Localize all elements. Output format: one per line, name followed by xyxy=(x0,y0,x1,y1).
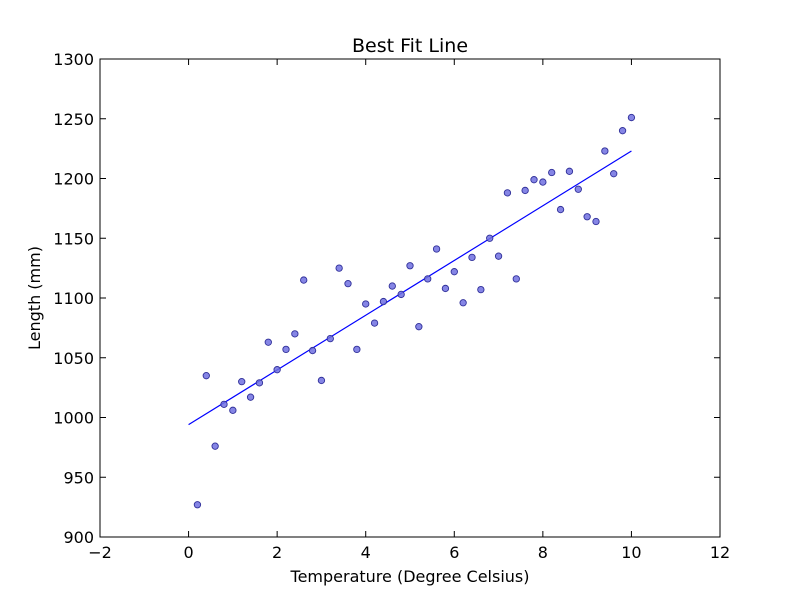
y-tick-label: 900 xyxy=(63,528,94,547)
scatter-point xyxy=(238,377,246,386)
scatter-point xyxy=(335,264,343,272)
scatter-point xyxy=(220,400,228,409)
scatter-point xyxy=(583,213,591,221)
scatter-point xyxy=(468,253,476,262)
scatter-point xyxy=(264,338,272,346)
scatter-point xyxy=(326,334,334,343)
x-tick-label: −2 xyxy=(88,543,112,562)
scatter-point xyxy=(282,345,290,354)
scatter-point xyxy=(362,300,370,308)
x-axis-label: Temperature (Degree Celsius) xyxy=(290,567,530,586)
scatter-point xyxy=(450,268,458,276)
scatter-point xyxy=(353,345,361,354)
best-fit-line-layer xyxy=(188,150,632,426)
scatter-point xyxy=(388,282,396,290)
scatter-point xyxy=(565,167,574,175)
scatter-point xyxy=(273,366,281,374)
y-tick-label: 1000 xyxy=(53,409,94,428)
scatter-point xyxy=(556,205,565,214)
scatter-point xyxy=(415,323,423,331)
scatter-point xyxy=(521,186,529,195)
y-tick-label: 950 xyxy=(63,468,94,487)
scatter-point xyxy=(601,147,609,155)
scatter-point xyxy=(574,185,582,193)
y-tick-label: 1150 xyxy=(53,229,94,248)
scatter-point xyxy=(397,290,405,299)
scatter-point xyxy=(539,178,547,186)
best-fit-line xyxy=(188,150,632,426)
scatter-point xyxy=(202,372,210,380)
x-tick-label: 10 xyxy=(621,543,641,562)
x-tick-label: 6 xyxy=(449,543,459,562)
scatter-point xyxy=(300,276,308,284)
plot-area-frame xyxy=(99,58,721,538)
y-tick-label: 1300 xyxy=(53,50,94,69)
axis-ticks: −2 0 2 4 6 8 10 12 900 950 1000 1050 1100 1150 1200 125… xyxy=(53,50,730,562)
scatter-point xyxy=(503,189,512,197)
scatter-point xyxy=(317,376,326,385)
scatter-point xyxy=(379,297,388,306)
scatter-point xyxy=(424,275,432,283)
x-tick-label: 12 xyxy=(710,543,730,562)
scatter-point xyxy=(211,442,219,450)
scatter-point xyxy=(494,252,503,260)
scatter-point xyxy=(486,234,494,242)
y-axis-label: Length (mm) xyxy=(25,246,44,350)
scatter-point xyxy=(441,284,450,293)
scatter-point xyxy=(291,330,299,338)
x-tick-label: 2 xyxy=(272,543,282,562)
y-tick-label: 1050 xyxy=(53,349,94,368)
scatter-points xyxy=(193,113,636,509)
scatter-point xyxy=(308,346,317,355)
scatter-point xyxy=(530,176,538,184)
x-tick-label: 0 xyxy=(183,543,193,562)
scatter-point xyxy=(592,217,600,226)
scatter-point xyxy=(255,379,264,387)
x-tick-label: 8 xyxy=(538,543,548,562)
scatter-point xyxy=(344,280,352,288)
y-tick-label: 1200 xyxy=(53,170,94,189)
scatter-point xyxy=(477,285,485,294)
scatter-point xyxy=(618,127,627,135)
scatter-point xyxy=(610,170,618,178)
scatter-point xyxy=(459,299,467,307)
scatter-point xyxy=(370,319,379,327)
scatter-point xyxy=(246,393,255,401)
scatter-point xyxy=(548,168,556,177)
scatter-point xyxy=(512,275,520,283)
scatter-point xyxy=(432,245,441,253)
scatter-point xyxy=(627,113,636,122)
y-tick-label: 1100 xyxy=(53,289,94,308)
y-tick-label: 1250 xyxy=(53,110,94,129)
scatter-point xyxy=(229,406,237,414)
chart-title: Best Fit Line xyxy=(352,35,468,57)
scatter-point xyxy=(406,262,414,270)
scatter-point xyxy=(193,501,202,509)
x-tick-label: 4 xyxy=(361,543,371,562)
